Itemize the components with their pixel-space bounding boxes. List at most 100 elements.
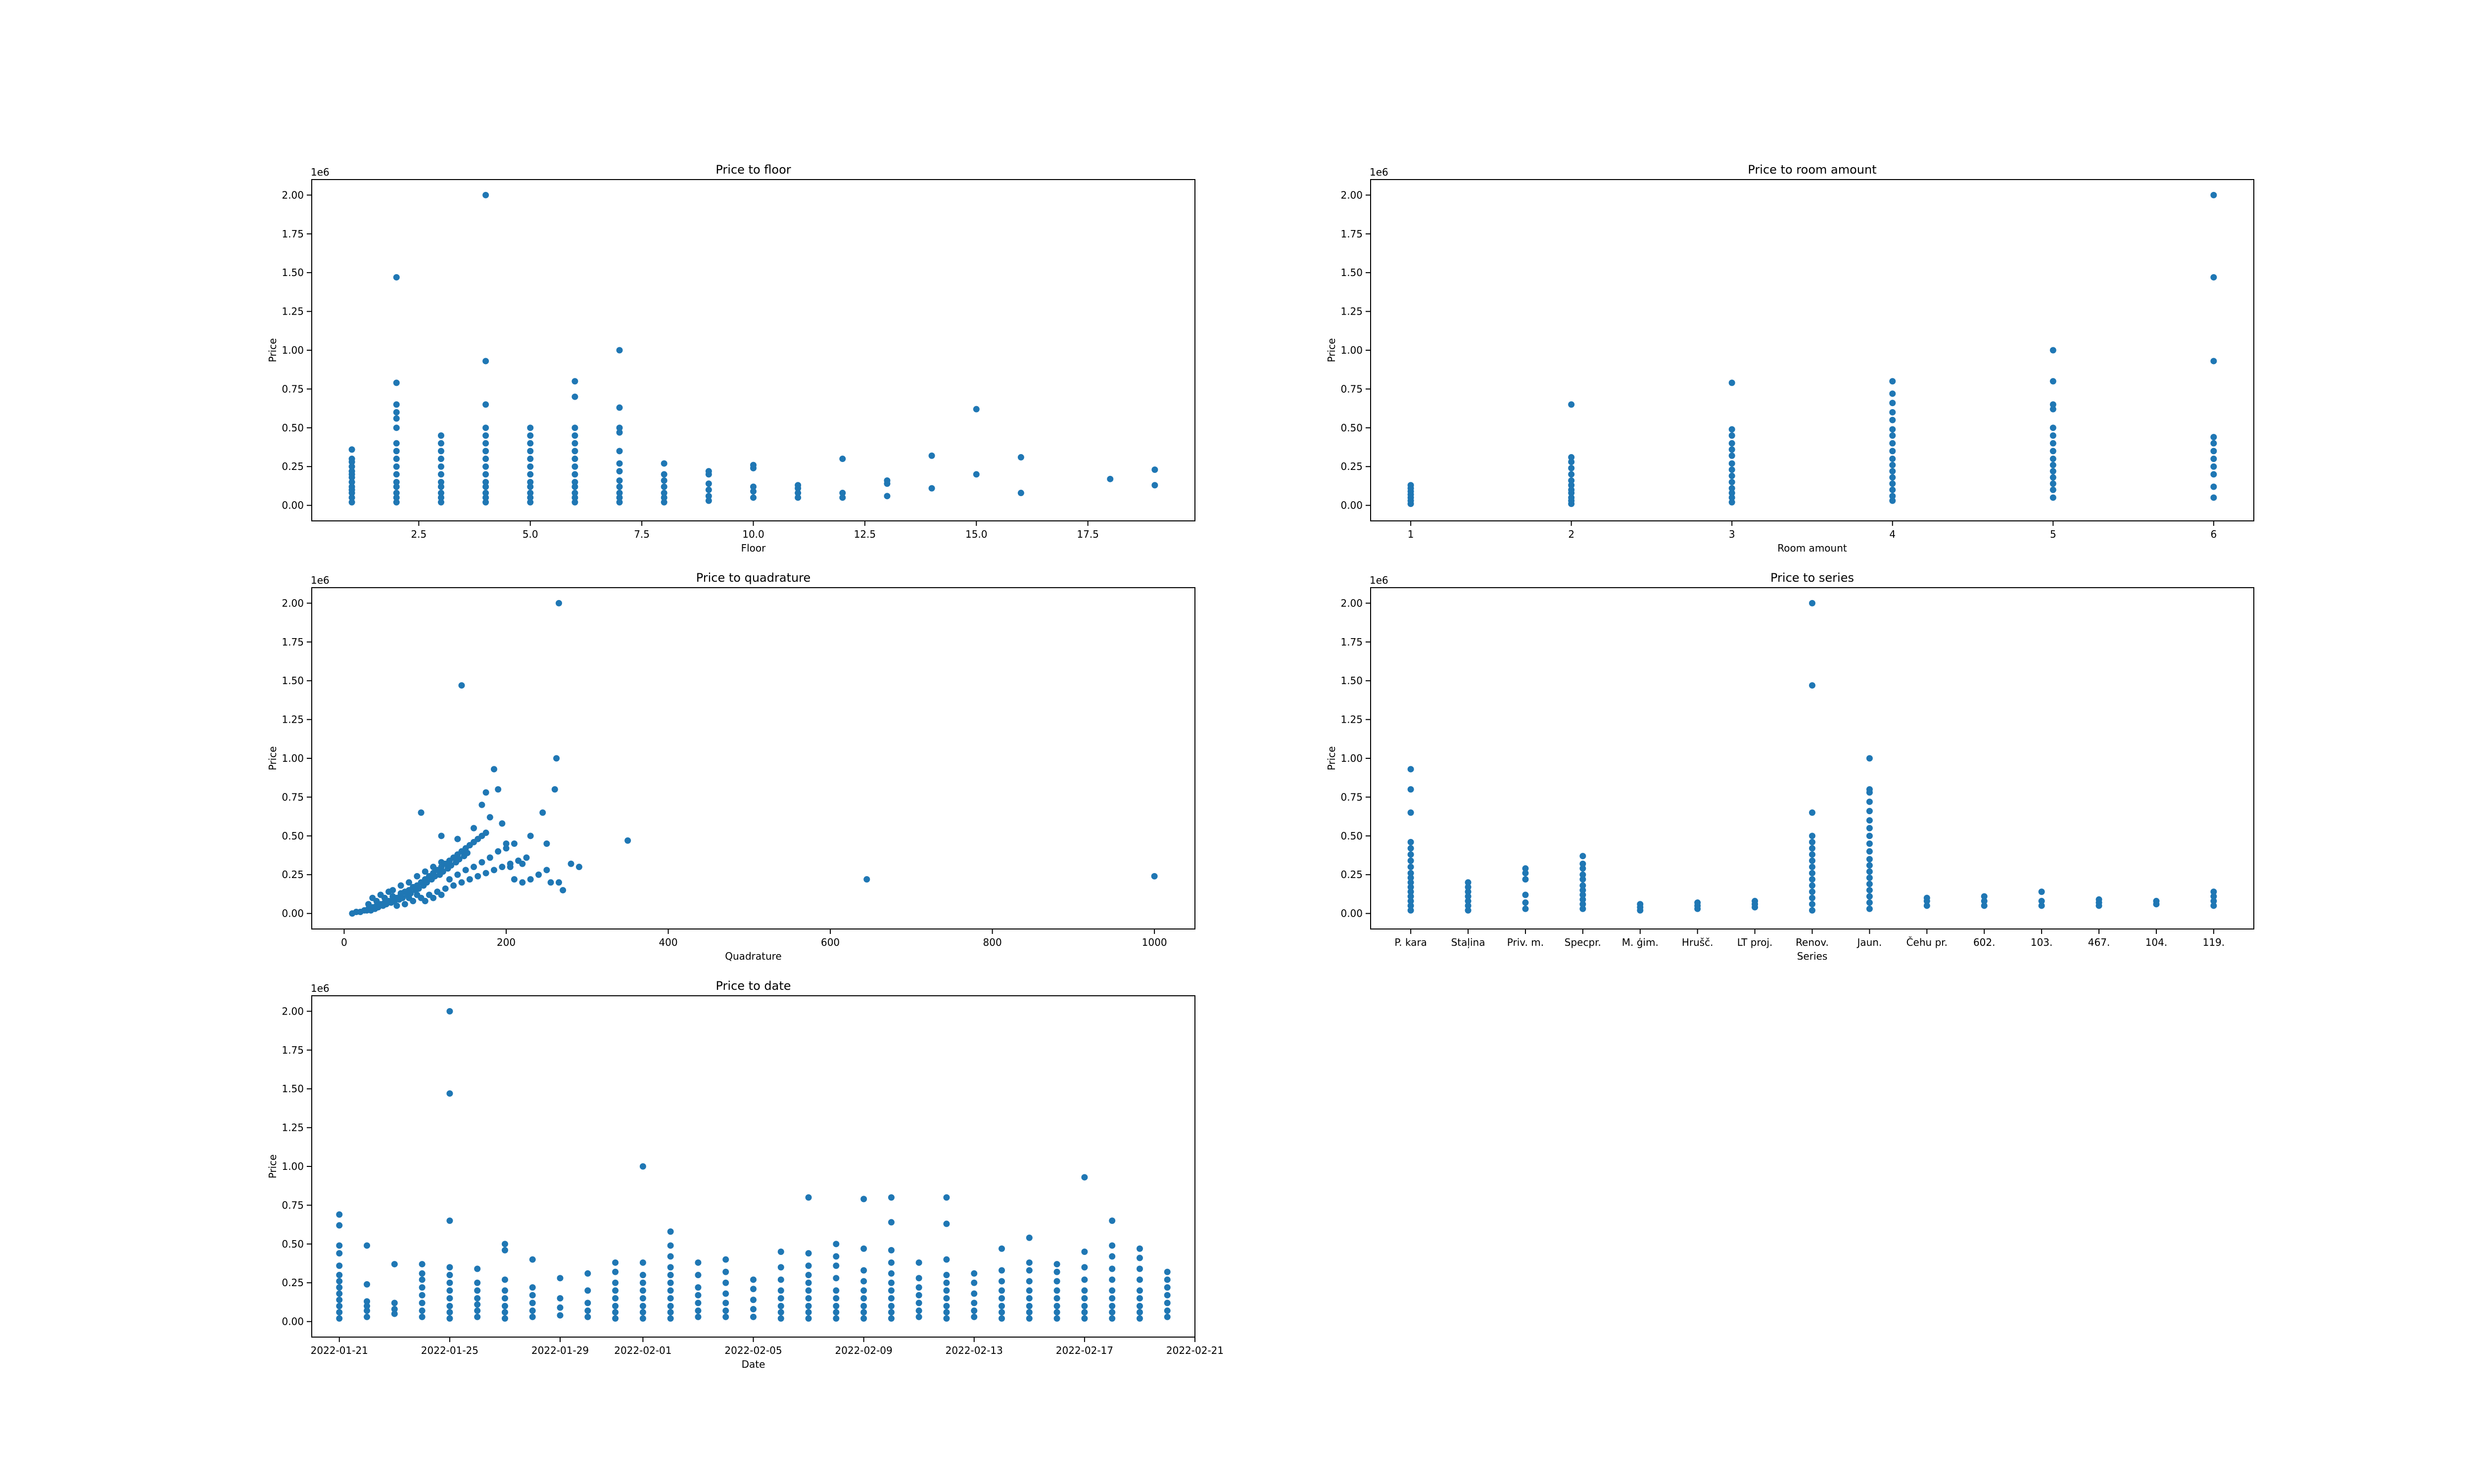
data-point bbox=[839, 494, 846, 501]
data-point bbox=[888, 1295, 895, 1302]
data-point bbox=[695, 1284, 702, 1291]
y-tick-label: 0.75 bbox=[282, 791, 304, 803]
data-point bbox=[501, 1295, 508, 1302]
data-point bbox=[501, 1315, 508, 1322]
data-point bbox=[501, 1309, 508, 1316]
data-point bbox=[1522, 876, 1529, 883]
data-point bbox=[2210, 893, 2217, 900]
data-point bbox=[805, 1287, 812, 1294]
data-point bbox=[1981, 893, 1988, 900]
data-point bbox=[860, 1196, 867, 1203]
data-point bbox=[1407, 766, 1414, 773]
data-point bbox=[1081, 1309, 1088, 1316]
data-point bbox=[999, 1302, 1005, 1309]
data-point bbox=[571, 494, 578, 501]
data-point bbox=[2210, 888, 2217, 895]
data-point bbox=[1579, 876, 1586, 883]
data-point bbox=[639, 1259, 646, 1266]
data-point bbox=[1407, 851, 1414, 858]
data-point bbox=[833, 1253, 840, 1260]
data-point bbox=[1809, 809, 1815, 816]
data-point bbox=[943, 1295, 950, 1302]
data-point bbox=[616, 490, 623, 497]
data-point bbox=[446, 1315, 453, 1322]
data-point bbox=[2049, 347, 2056, 354]
data-point bbox=[1728, 426, 1735, 433]
data-point bbox=[1728, 432, 1735, 439]
data-point bbox=[348, 499, 355, 506]
x-tick-label: 2022-01-25 bbox=[421, 1345, 478, 1356]
data-point bbox=[639, 1163, 646, 1170]
data-point bbox=[616, 448, 623, 455]
data-point bbox=[584, 1287, 591, 1294]
data-point bbox=[805, 1302, 812, 1309]
data-point bbox=[446, 1272, 453, 1279]
data-point bbox=[1109, 1242, 1116, 1249]
data-point bbox=[501, 1247, 508, 1253]
data-point bbox=[667, 1295, 674, 1302]
y-tick-label: 1.50 bbox=[282, 675, 304, 687]
y-tick-label: 1.25 bbox=[1340, 306, 1363, 318]
x-tick-label: 2022-02-09 bbox=[835, 1345, 893, 1356]
data-point bbox=[446, 1309, 453, 1316]
data-point bbox=[415, 885, 422, 892]
data-point bbox=[1026, 1278, 1033, 1285]
data-point bbox=[2095, 896, 2102, 903]
data-point bbox=[2038, 898, 2045, 905]
data-point bbox=[1728, 472, 1735, 479]
data-point bbox=[722, 1299, 729, 1306]
x-tick-label: 2022-01-29 bbox=[531, 1345, 589, 1356]
data-point bbox=[406, 894, 413, 901]
chart-title: Price to floor bbox=[715, 163, 791, 177]
x-tick-label: 2022-01-21 bbox=[311, 1345, 368, 1356]
data-point bbox=[612, 1268, 619, 1275]
data-point bbox=[884, 477, 891, 484]
data-point bbox=[474, 1301, 481, 1308]
data-point bbox=[1694, 899, 1701, 906]
data-point bbox=[750, 488, 757, 495]
data-point bbox=[336, 1262, 343, 1269]
data-point bbox=[1728, 494, 1735, 501]
data-point bbox=[1568, 471, 1575, 478]
y-offset-label: 1e6 bbox=[311, 982, 330, 994]
data-point bbox=[805, 1315, 812, 1322]
data-point bbox=[1026, 1315, 1033, 1322]
data-point bbox=[551, 786, 558, 793]
data-point bbox=[2049, 468, 2056, 475]
data-point bbox=[888, 1270, 895, 1277]
data-point bbox=[616, 477, 623, 484]
data-point bbox=[833, 1262, 840, 1269]
data-point bbox=[2210, 274, 2217, 281]
data-point bbox=[1889, 468, 1896, 475]
data-point bbox=[616, 499, 623, 506]
data-point bbox=[529, 1313, 536, 1320]
data-point bbox=[999, 1315, 1005, 1322]
data-point bbox=[1728, 485, 1735, 492]
data-point bbox=[1579, 891, 1586, 898]
data-point bbox=[1981, 902, 1988, 909]
data-point bbox=[928, 452, 935, 459]
data-point bbox=[661, 460, 667, 467]
data-point bbox=[419, 1313, 426, 1320]
y-tick-label: 1.75 bbox=[282, 1044, 304, 1056]
data-point bbox=[527, 471, 534, 478]
data-point bbox=[888, 1279, 895, 1286]
data-point bbox=[833, 1302, 840, 1309]
data-point bbox=[1809, 851, 1815, 858]
x-axis-label: Quadrature bbox=[725, 950, 781, 962]
data-point bbox=[482, 471, 489, 478]
data-point bbox=[943, 1302, 950, 1309]
data-point bbox=[2049, 406, 2056, 413]
data-point bbox=[2049, 432, 2056, 439]
data-point bbox=[1053, 1315, 1060, 1322]
data-point bbox=[1923, 902, 1930, 909]
x-tick-label: 0 bbox=[341, 936, 347, 948]
data-point bbox=[1109, 1295, 1116, 1302]
y-tick-label: 2.00 bbox=[1340, 597, 1363, 609]
data-point bbox=[1109, 1315, 1116, 1322]
data-point bbox=[393, 471, 400, 478]
data-point bbox=[1407, 888, 1414, 895]
data-point bbox=[833, 1309, 840, 1316]
data-point bbox=[474, 1287, 481, 1294]
y-tick-label: 1.00 bbox=[1340, 344, 1363, 356]
